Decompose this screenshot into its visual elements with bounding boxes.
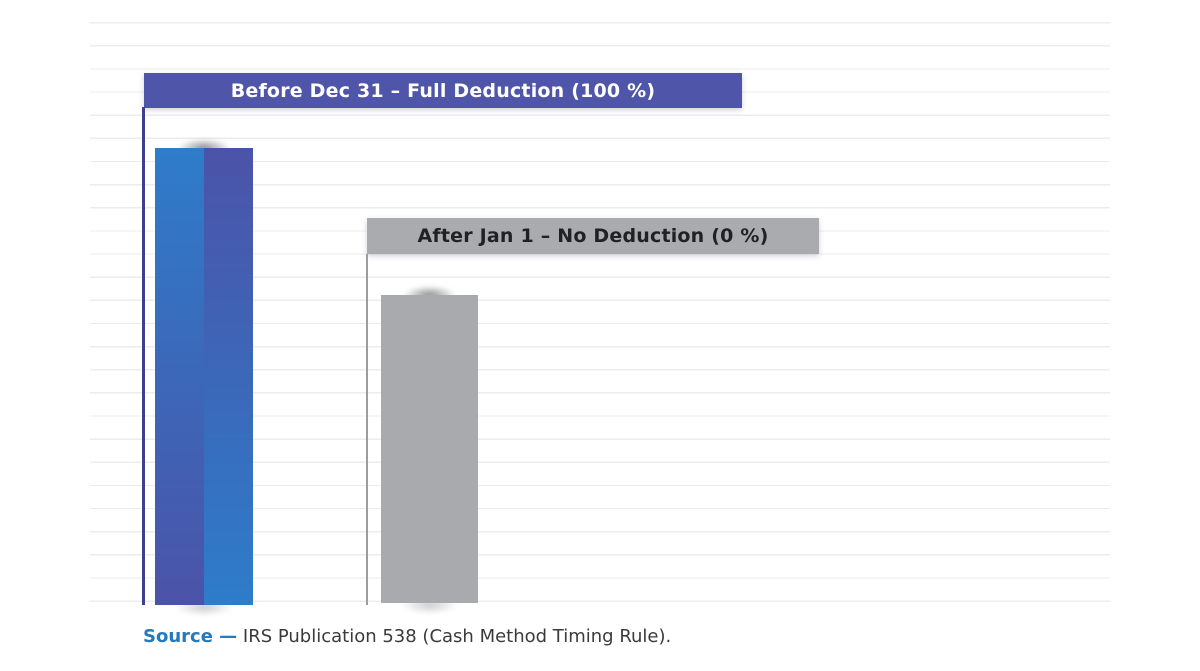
horizontal-gridlines [90,21,1110,603]
before-dec31-bar-left-half [155,148,204,605]
after-jan1-bar-fill [381,295,478,603]
source-label: Source — [143,626,238,647]
after-jan1-banner: After Jan 1 – No Deduction (0 %) [367,218,819,254]
before-dec31-bar [155,148,253,605]
before-dec31-banner-label: Before Dec 31 – Full Deduction (100 %) [230,79,656,102]
after-jan1-axis-line [366,254,368,605]
after-jan1-banner-label: After Jan 1 – No Deduction (0 %) [417,225,769,247]
before-dec31-axis-line [142,107,145,605]
source-text: IRS Publication 538 (Cash Method Timing … [237,626,672,647]
before-dec31-banner: Before Dec 31 – Full Deduction (100 %) [144,73,742,108]
before-dec31-bar-right-half [204,148,253,605]
after-jan1-bar [381,295,478,603]
source-note: Source — IRS Publication 538 (Cash Metho… [143,626,671,647]
